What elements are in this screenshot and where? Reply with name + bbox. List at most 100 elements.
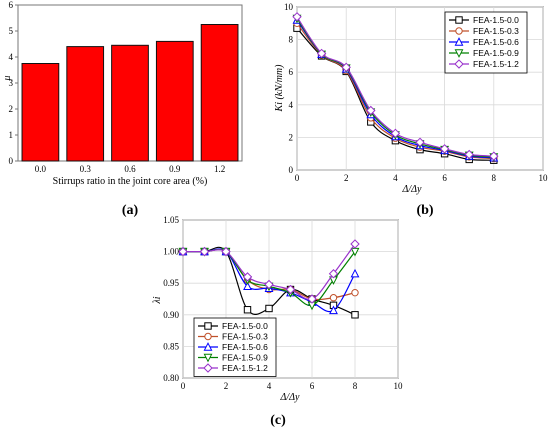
- bar-0.9: [155, 40, 194, 162]
- data-point-FEA-1.5-1.2: [489, 151, 499, 161]
- data-point-FEA-1.5-1.2: [341, 62, 351, 73]
- legend-item-FEA-1.5-1.2: FEA-1.5-1.2: [449, 59, 519, 69]
- data-point-FEA-1.5-0.6: [350, 268, 360, 278]
- legend-label: FEA-1.5-1.2: [222, 363, 268, 373]
- legend-label: FEA-1.5-0.3: [222, 332, 268, 342]
- legend-item-FEA-1.5-0.3: FEA-1.5-0.3: [198, 332, 268, 342]
- legend-label: FEA-1.5-0.6: [222, 342, 268, 352]
- panel-a-ytick-label: 0: [9, 156, 14, 166]
- legend-label: FEA-1.5-0.3: [473, 26, 519, 36]
- series-FEA-1.5-1.2: [292, 12, 499, 161]
- panel-b-ytick-label: 10: [284, 2, 294, 12]
- data-point-FEA-1.5-0.6: [243, 281, 252, 291]
- data-point-FEA-1.5-1.2: [221, 246, 231, 257]
- legend-label: FEA-1.5-0.9: [222, 353, 268, 363]
- series-FEA-1.5-1.2: [178, 239, 360, 304]
- panel-a-ytick-label: 3: [9, 78, 14, 88]
- panel-b-xlabel: Δ/Δy: [402, 184, 423, 195]
- data-point-FEA-1.5-1.2: [264, 279, 274, 290]
- legend-label: FEA-1.5-0.0: [473, 15, 519, 25]
- data-point-FEA-1.5-0.3: [351, 288, 359, 297]
- legend-item-FEA-1.5-0.0: FEA-1.5-0.0: [449, 15, 519, 25]
- data-point-FEA-1.5-1.2: [415, 137, 425, 147]
- panel-a-ytick-label: 1: [9, 130, 14, 140]
- panel-a-xtick-label: 0.3: [80, 164, 92, 174]
- legend-item-FEA-1.5-0.0: FEA-1.5-0.0: [198, 321, 268, 331]
- panel-c-xtick-label: 2: [224, 381, 229, 391]
- panel-b-xtick-label: 6: [442, 173, 447, 183]
- bar-1.2: [200, 24, 239, 162]
- panel-c-xtick-label: 0: [181, 381, 186, 391]
- panel-c-xtick-label: 4: [267, 381, 272, 391]
- panel-a-xtick-label: 0.0: [35, 164, 47, 174]
- panel-a-bar-chart: 0 1 2 3 4 5 6 0.0 0.3 0.6 0.9 1.2 μ Stirrups ratio…: [2, 0, 243, 218]
- panel-a-ytick-label: 6: [9, 0, 14, 10]
- legend-item-FEA-1.5-0.9: FEA-1.5-0.9: [449, 48, 519, 58]
- panel-a-ytick-label: 4: [9, 52, 14, 62]
- panel-b-label: (b): [416, 203, 433, 218]
- legend-marker: [204, 332, 212, 341]
- panel-a-ytick-label: 5: [9, 26, 14, 36]
- panel-c-ylabel: λi: [152, 296, 163, 304]
- bar-0.0: [21, 63, 60, 162]
- legend-marker: [204, 322, 212, 330]
- legend-item-FEA-1.5-0.6: FEA-1.5-0.6: [198, 342, 268, 352]
- legend-marker: [455, 16, 463, 24]
- legend-label: FEA-1.5-1.2: [473, 59, 519, 69]
- panel-c-ytick-label: 0.90: [163, 310, 179, 320]
- panel-c-ytick-label: 0.80: [163, 373, 179, 383]
- data-point-FEA-1.5-1.2: [316, 48, 327, 59]
- panel-b-xtick-label: 8: [492, 173, 497, 183]
- panel-a-xtick-label: 0.9: [169, 164, 181, 174]
- bar-0.6: [111, 44, 149, 162]
- panel-b-ytick-label: 0: [289, 165, 294, 175]
- data-point-FEA-1.5-1.2: [178, 246, 188, 257]
- panel-a-ytick-label: 2: [9, 104, 14, 114]
- legend-item-FEA-1.5-0.6: FEA-1.5-0.6: [449, 37, 519, 47]
- data-point-FEA-1.5-1.2: [366, 105, 376, 116]
- panel-b-xtick-label: 10: [539, 173, 549, 183]
- data-point-FEA-1.5-1.2: [350, 239, 360, 249]
- data-point-FEA-1.5-1.2: [199, 246, 210, 257]
- panel-b-xtick-label: 2: [344, 173, 349, 183]
- panel-a-ylabel: μ: [2, 75, 13, 81]
- data-point-FEA-1.5-0.0: [265, 304, 273, 313]
- legend-label: FEA-1.5-0.9: [473, 48, 519, 58]
- data-point-FEA-1.5-1.2: [292, 12, 302, 22]
- legend-label: FEA-1.5-0.0: [222, 321, 268, 331]
- data-point-FEA-1.5-0.6: [329, 305, 338, 315]
- panel-b-xtick-label: 4: [393, 173, 398, 183]
- panel-a-label: (a): [122, 203, 139, 218]
- panel-a-xtick-label: 0.6: [124, 164, 136, 174]
- panel-c-xlabel: Δ/Δy: [280, 392, 301, 403]
- legend-marker: [454, 59, 464, 69]
- data-point-FEA-1.5-0.0: [243, 306, 252, 314]
- panel-c-ytick-label: 1.00: [163, 247, 179, 257]
- panel-b-ylabel: Ki (kN/mm): [274, 64, 285, 113]
- legend-item-FEA-1.5-1.2: FEA-1.5-1.2: [198, 363, 268, 373]
- data-point-FEA-1.5-0.0: [351, 311, 359, 319]
- panel-b-ytick-label: 8: [289, 35, 294, 45]
- legend-marker: [454, 49, 464, 58]
- panel-c-line-chart: 0 2 4 6 8 100.800.850.900.951.001.05 λi Δ/Δy …: [152, 215, 403, 428]
- panel-c-ytick-label: 0.95: [163, 278, 179, 288]
- data-point-FEA-1.5-1.2: [307, 294, 317, 304]
- panel-c-ytick-label: 1.05: [163, 215, 179, 225]
- panel-a-xlabel: Stirrups ratio in the joint core area (%…: [53, 176, 208, 187]
- panel-c-xtick-label: 6: [310, 381, 315, 391]
- data-point-FEA-1.5-1.2: [390, 128, 401, 139]
- legend-label: FEA-1.5-0.6: [473, 37, 519, 47]
- panel-b-legend: FEA-1.5-0.0FEA-1.5-0.3FEA-1.5-0.6FEA-1.5…: [444, 11, 528, 74]
- panel-c-xtick-label: 8: [353, 381, 358, 391]
- panel-b-line-chart: 0 2 4 6 8 10 0 2 4 6 8 10 Ki (kN/mm) Δ/Δy FEA-1.5-0…: [274, 2, 548, 218]
- legend-item-FEA-1.5-0.3: FEA-1.5-0.3: [449, 26, 519, 36]
- data-point-FEA-1.5-1.2: [464, 149, 474, 160]
- legend-marker: [203, 353, 213, 363]
- legend-item-FEA-1.5-0.9: FEA-1.5-0.9: [198, 353, 268, 363]
- data-point-FEA-1.5-0.3: [329, 294, 338, 302]
- data-point-FEA-1.5-1.2: [242, 272, 253, 282]
- data-point-FEA-1.5-1.2: [285, 284, 296, 295]
- bar-0.3: [66, 46, 105, 162]
- panel-a-xtick-label: 1.2: [214, 164, 225, 174]
- panel-c-legend: FEA-1.5-0.0FEA-1.5-0.3FEA-1.5-0.6FEA-1.5…: [193, 317, 277, 377]
